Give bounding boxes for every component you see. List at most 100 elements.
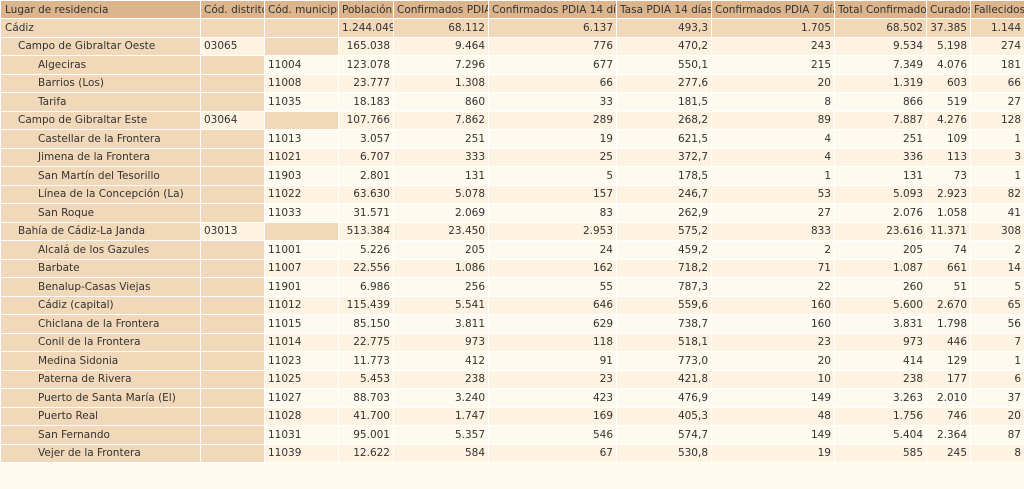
table-row: San Fernando 11031 95.001 5.357 546 574,7 149 5… — [0, 425, 1024, 445]
table-cell: 11012 — [264, 295, 339, 315]
table-cell: 746 — [926, 406, 971, 426]
table-cell: 866 — [834, 92, 927, 112]
table-cell — [200, 295, 265, 315]
table-cell: Paterna de Rivera — [0, 369, 201, 389]
table-cell: 575,2 — [616, 221, 712, 241]
table-cell: 22.556 — [338, 258, 394, 278]
table-cell: 585 — [834, 443, 927, 463]
table-cell: 2.010 — [926, 388, 971, 408]
table-cell: Bahía de Cádiz-La Janda — [0, 221, 201, 241]
table-cell: 66 — [488, 73, 617, 93]
table-cell: 27 — [711, 203, 835, 223]
table-cell: 63.630 — [338, 184, 394, 204]
table-cell: 67 — [488, 443, 617, 463]
table-cell: 181,5 — [616, 92, 712, 112]
header-row: Lugar de residencia Cód. distrito Cód. mun… — [0, 0, 1024, 19]
table-cell: 5.093 — [834, 184, 927, 204]
table-row: Conil de la Frontera 11014 22.775 973 118 518… — [0, 332, 1024, 352]
table-cell: 446 — [926, 332, 971, 352]
table-cell: 20 — [711, 351, 835, 371]
table-cell: 677 — [488, 55, 617, 75]
table-cell: 289 — [488, 110, 617, 130]
table-cell: 11023 — [264, 351, 339, 371]
table-cell: 5.453 — [338, 369, 394, 389]
table-cell: 82 — [970, 184, 1024, 204]
table-cell: 7.349 — [834, 55, 927, 75]
column-header: Cód. distrito — [200, 0, 265, 19]
table-cell: 37 — [970, 388, 1024, 408]
table-cell: 519 — [926, 92, 971, 112]
table-cell: 14 — [970, 258, 1024, 278]
table-cell: 22.775 — [338, 332, 394, 352]
table-cell: 89 — [711, 110, 835, 130]
table-cell: Puerto Real — [0, 406, 201, 426]
table-cell: 51 — [926, 277, 971, 297]
table-cell: 66 — [970, 73, 1024, 93]
table-cell: 550,1 — [616, 55, 712, 75]
table-cell: 19 — [711, 443, 835, 463]
table-row: Cádiz 1.244.049 68.112 6.137 493,3 1.705 68.50… — [0, 18, 1024, 38]
table-cell: 123.078 — [338, 55, 394, 75]
table-cell: 68.112 — [393, 18, 489, 38]
table-cell: 149 — [711, 425, 835, 445]
table-cell: 2.923 — [926, 184, 971, 204]
table-cell: 37.385 — [926, 18, 971, 38]
table-cell — [200, 351, 265, 371]
table-cell: 160 — [711, 314, 835, 334]
table-cell: 7.296 — [393, 55, 489, 75]
table-cell — [200, 147, 265, 167]
column-header: Confirmados PDIA 14 días — [488, 0, 617, 19]
table-cell: 23.777 — [338, 73, 394, 93]
table-cell: 157 — [488, 184, 617, 204]
table-cell — [200, 332, 265, 352]
table-cell: 11007 — [264, 258, 339, 278]
column-header: Lugar de residencia — [0, 0, 201, 19]
table-cell — [200, 166, 265, 186]
table-cell: 113 — [926, 147, 971, 167]
table-cell — [200, 184, 265, 204]
table-cell: 11022 — [264, 184, 339, 204]
table-cell: 11014 — [264, 332, 339, 352]
table-cell: 5 — [970, 277, 1024, 297]
table-cell: 5.078 — [393, 184, 489, 204]
table-row: Línea de la Concepción (La) 11022 63.630 5.… — [0, 184, 1024, 204]
column-header: Curados — [926, 0, 971, 19]
table-cell: 546 — [488, 425, 617, 445]
table-cell: 621,5 — [616, 129, 712, 149]
table-cell: 6 — [970, 369, 1024, 389]
table-cell: 68.502 — [834, 18, 927, 38]
table-cell: 1.705 — [711, 18, 835, 38]
table-cell: 973 — [393, 332, 489, 352]
table-cell: 423 — [488, 388, 617, 408]
table-cell: 74 — [926, 240, 971, 260]
table-cell: 5.404 — [834, 425, 927, 445]
table-cell: 2 — [970, 240, 1024, 260]
table-cell: 661 — [926, 258, 971, 278]
table-cell: 41 — [970, 203, 1024, 223]
table-body: Cádiz 1.244.049 68.112 6.137 493,3 1.705 68.50… — [0, 18, 1024, 463]
table-cell: 129 — [926, 351, 971, 371]
table-cell: 262,9 — [616, 203, 712, 223]
table-cell — [200, 18, 265, 38]
table-cell: 11031 — [264, 425, 339, 445]
table-cell: 5 — [488, 166, 617, 186]
table-cell: 629 — [488, 314, 617, 334]
table-cell: 251 — [393, 129, 489, 149]
table-cell: 25 — [488, 147, 617, 167]
table-row: Puerto de Santa María (El) 11027 88.703 3.2… — [0, 388, 1024, 408]
table-cell: 177 — [926, 369, 971, 389]
table-cell: Alcalá de los Gazules — [0, 240, 201, 260]
table-cell: 256 — [393, 277, 489, 297]
table-cell: 1.756 — [834, 406, 927, 426]
table-cell: 4 — [711, 147, 835, 167]
table-row: Barrios (Los) 11008 23.777 1.308 66 277,6 20 1.… — [0, 73, 1024, 93]
table-cell: 11001 — [264, 240, 339, 260]
table-cell: 773,0 — [616, 351, 712, 371]
table-cell: 11035 — [264, 92, 339, 112]
table-cell: 162 — [488, 258, 617, 278]
table-cell: Medina Sidonia — [0, 351, 201, 371]
table-cell: 23.616 — [834, 221, 927, 241]
table-cell: 3 — [970, 147, 1024, 167]
table-cell: 1.087 — [834, 258, 927, 278]
table-cell: 11903 — [264, 166, 339, 186]
